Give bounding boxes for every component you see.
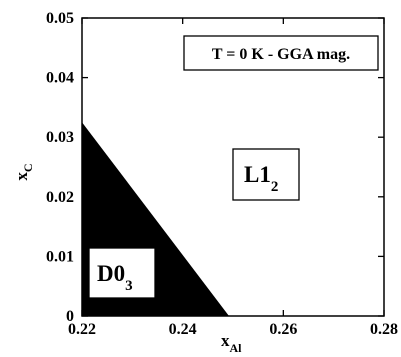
x-tick-label: 0.22 [68,321,96,338]
y-tick-label: 0.01 [46,248,74,265]
y-tick-label: 0.02 [46,189,74,206]
y-tick-label: 0.03 [46,129,74,146]
region-label-l12-main: L1 [244,162,271,187]
region-label-l12-frame [232,148,300,201]
ticks-layer: 0.22 0.24 0.26 0.28 0 0.01 0.02 0.03 0.04 0.05 [46,10,398,338]
region-label-l12-sub: 2 [271,179,279,195]
x-axis-label-main: x [221,331,230,350]
y-tick-label: 0 [66,308,74,325]
y-tick-label: 0.04 [46,70,74,87]
region-label-l12: L12 [232,148,300,201]
y-axis-label-sub: C [21,163,35,172]
y-axis-label-main: x [12,172,31,181]
region-label-d03-frame [88,247,156,299]
x-tick-label: 0.28 [370,321,398,338]
x-tick-label: 0.24 [169,321,197,338]
svg-text:xC: xC [12,163,35,180]
legend-box: T = 0 K - GGA mag. [183,35,379,71]
legend-box-frame [183,35,379,71]
svg-text:D03: D03 [97,261,133,294]
x-tick-label: 0.26 [269,321,297,338]
y-tick-label: 0.05 [46,10,74,27]
region-label-d03: D03 [88,247,156,299]
svg-text:xAl: xAl [221,331,242,355]
svg-text:L12: L12 [244,162,278,195]
x-axis-label-sub: Al [230,341,243,355]
plot-frame [81,17,385,317]
region-label-d03-sub: 3 [125,278,133,294]
region-label-d03-main: D0 [97,261,125,286]
legend-box-text: T = 0 K - GGA mag. [212,46,350,63]
